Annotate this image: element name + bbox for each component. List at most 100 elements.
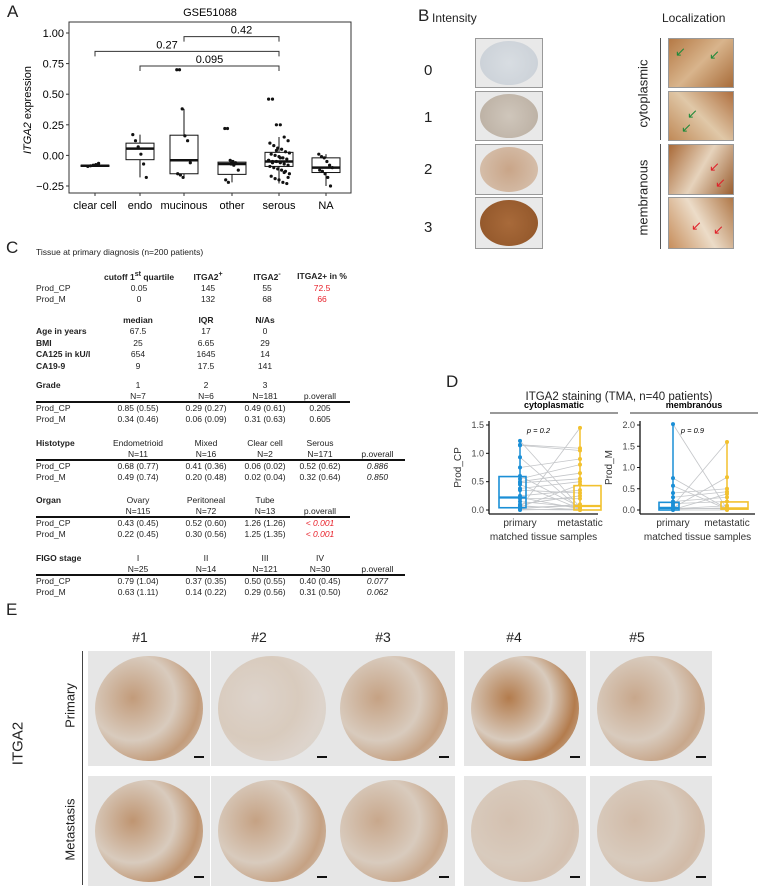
data-point-metastatic xyxy=(578,471,582,476)
cell: 0.43 (0.45) xyxy=(117,518,159,529)
table-row: CA125 in kU/l 654 1645 14 xyxy=(36,349,290,361)
panel-label-a: A xyxy=(7,2,19,21)
category-label: 3 xyxy=(262,379,268,390)
data-point xyxy=(180,107,184,111)
data-point xyxy=(177,68,182,72)
data-point xyxy=(282,135,286,139)
cell: 0.37 (0.35) xyxy=(185,576,227,587)
cell: 0 xyxy=(262,326,268,337)
n-label: N=7 xyxy=(104,390,172,403)
data-point-metastatic xyxy=(725,499,729,504)
data-point xyxy=(144,175,148,180)
data-point xyxy=(286,163,290,167)
table-row: Prod_CP 0.43 (0.45) 0.52 (0.60) 1.26 (1.26)… xyxy=(36,517,405,529)
empty-cell xyxy=(36,390,104,403)
section-grade: Grade 1 2 3 N=7 N=6 N=181 p.overall Prod_CP 0.85 … xyxy=(36,379,405,425)
section-organ: Organ Ovary Peritoneal Tube N=115 N=72 N=13 p.o… xyxy=(36,494,405,540)
data-point xyxy=(270,161,275,165)
arrow-icon: ↙ xyxy=(715,175,726,190)
arrow-icon: ↙ xyxy=(687,106,698,121)
data-point-primary xyxy=(518,465,522,470)
box-primary xyxy=(658,501,680,511)
label-cytoplasmic: cytoplasmic xyxy=(635,59,651,128)
n-label: N=11 xyxy=(104,448,172,461)
data-point-metastatic xyxy=(578,488,582,493)
data-point xyxy=(139,152,143,156)
panel-label-d: D xyxy=(446,372,459,391)
p-value-label: 0.095 xyxy=(196,54,224,66)
pair-line xyxy=(519,472,581,483)
header-cutoff-text2: quartile xyxy=(141,271,175,282)
pair-line xyxy=(672,476,728,509)
data-point-metastatic xyxy=(578,504,582,509)
pair-line xyxy=(519,484,581,508)
facet-title: cytoplasmatic xyxy=(524,400,584,410)
header-itga2-pos-text: ITGA2 xyxy=(193,271,219,282)
cell: 0.22 (0.45) xyxy=(117,529,159,540)
data-point-primary xyxy=(671,422,675,427)
data-point xyxy=(269,174,273,178)
n-row: N=25 N=14 N=121 N=30 p.overall xyxy=(36,563,405,576)
data-point xyxy=(274,159,278,164)
panel-label-e: E xyxy=(6,600,18,619)
data-point xyxy=(325,159,329,164)
cell: 0.29 (0.27) xyxy=(185,403,227,414)
data-point xyxy=(97,161,101,165)
p-overall-header: p.overall xyxy=(350,448,405,461)
section-title: Grade xyxy=(36,379,61,390)
table-row: Prod_M 0 132 68 66 xyxy=(36,293,352,305)
category-label: III xyxy=(261,552,269,563)
tma-core-metastasis-5 xyxy=(590,776,712,886)
data-point-metastatic xyxy=(578,493,582,498)
box xyxy=(169,134,199,175)
row-label: BMI xyxy=(36,337,52,348)
scale-bar xyxy=(696,876,706,878)
data-point-metastatic xyxy=(578,482,582,487)
cytoplasmic-divider xyxy=(660,38,661,140)
subgroup-table: FIGO stage I II III IV N=25 N=14 N=121 N=30 p.ove… xyxy=(36,552,405,598)
data-point-primary xyxy=(671,495,675,500)
intensity-image-3 xyxy=(475,197,543,249)
data-point-primary xyxy=(518,499,522,504)
data-point xyxy=(276,167,280,171)
column-header: median xyxy=(123,314,153,325)
data-point xyxy=(267,158,271,162)
data-point-metastatic xyxy=(725,486,729,491)
cell: 0.49 (0.74) xyxy=(117,472,159,483)
x-axis-label: matched tissue samples xyxy=(644,532,751,543)
row-label: Prod_M xyxy=(36,414,66,425)
data-point xyxy=(278,123,282,127)
pair-line xyxy=(519,509,581,511)
pair-line xyxy=(519,505,581,508)
data-point-metastatic xyxy=(578,476,582,481)
row-label-primary: Primary xyxy=(62,683,78,728)
category-label: IV xyxy=(315,552,325,563)
membranous-divider xyxy=(660,144,661,249)
x-tick-label: NA xyxy=(318,200,334,212)
x-tick-label: serous xyxy=(262,200,296,212)
localization-image-cyto-1: ↙ ↙ xyxy=(668,38,734,88)
data-point xyxy=(274,123,278,127)
x-tick-label: other xyxy=(219,200,244,212)
arrow-icon: ↙ xyxy=(681,120,692,135)
category-label: Tube xyxy=(255,494,275,505)
x-axis-label: matched tissue samples xyxy=(490,532,597,543)
p-value: < 0.001 xyxy=(305,529,335,540)
marker-label: ITGA2 xyxy=(9,721,27,766)
category-row: Histotype Endometrioid Mixed Clear cell Sero… xyxy=(36,437,405,449)
cell: 0.52 (0.62) xyxy=(299,461,341,472)
pair-line xyxy=(519,464,581,480)
data-point xyxy=(320,169,324,173)
data-point-metastatic xyxy=(578,425,582,430)
cell: 55 xyxy=(262,282,272,293)
cell: 0.05 xyxy=(130,282,148,293)
n-row: N=7 N=6 N=181 p.overall xyxy=(36,390,405,403)
data-point xyxy=(91,163,95,167)
cell: 0.30 (0.56) xyxy=(185,529,227,540)
scale-bar xyxy=(696,756,706,758)
n-label: N=121 xyxy=(240,563,290,576)
data-point-metastatic xyxy=(578,448,582,453)
cell: 0.40 (0.45) xyxy=(299,576,341,587)
localization-image-memb-2: ↙ ↙ xyxy=(668,197,734,249)
data-point xyxy=(223,126,227,131)
